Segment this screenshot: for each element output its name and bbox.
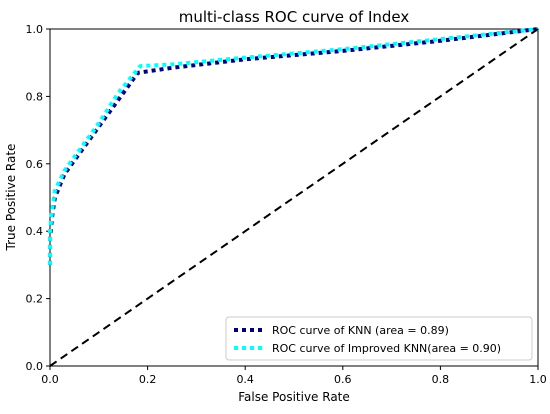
y-axis-label: True Positive Rate <box>4 144 18 252</box>
x-tick-label: 1.0 <box>529 373 547 386</box>
x-tick-label: 0.4 <box>236 373 254 386</box>
plot-area <box>49 28 539 367</box>
x-tick-label: 0.6 <box>334 373 352 386</box>
y-tick-label: 0.8 <box>26 90 44 103</box>
legend: ROC curve of KNN (area = 0.89) ROC curve … <box>225 316 533 361</box>
y-tick-label: 0.2 <box>26 293 44 306</box>
plot-series <box>48 27 539 367</box>
x-tick-label: 0.2 <box>139 373 157 386</box>
y-tick-label: 0.4 <box>26 225 44 238</box>
legend-label-0: ROC curve of KNN (area = 0.89) <box>272 324 449 337</box>
y-tick-label: 0.6 <box>26 158 44 171</box>
chart-title: multi-class ROC curve of Index <box>179 8 410 26</box>
axis-ticks: 0.0 0.2 0.4 0.6 0.8 1.0 0.0 0.2 0.4 0.6 0.8 1.0 <box>26 23 547 386</box>
series-line-0 <box>48 27 539 265</box>
x-tick-label: 0.8 <box>432 373 450 386</box>
y-tick-label: 1.0 <box>26 23 44 36</box>
x-tick-label: 0.0 <box>41 373 59 386</box>
y-tick-label: 0.0 <box>26 360 44 373</box>
chance-line <box>49 28 539 367</box>
legend-label-1: ROC curve of Improved KNN(area = 0.90) <box>272 342 501 355</box>
x-axis-label: False Positive Rate <box>238 390 350 404</box>
legend-items: ROC curve of KNN (area = 0.89) ROC curve … <box>234 324 501 355</box>
legend-box <box>225 316 533 361</box>
